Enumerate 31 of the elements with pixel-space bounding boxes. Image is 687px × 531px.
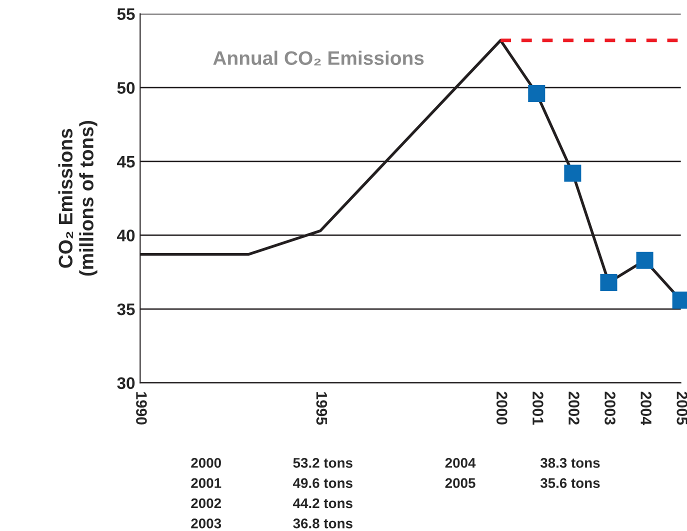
point bbox=[600, 274, 618, 291]
y-tick-label: 40 bbox=[117, 230, 135, 242]
x-tick-label: 2000 bbox=[496, 392, 508, 425]
text: 2001 bbox=[191, 478, 222, 488]
text: 35.6 tons bbox=[540, 478, 600, 488]
y-tick-label: 30 bbox=[117, 377, 135, 390]
text: 38.3 tons bbox=[540, 458, 600, 468]
x-tick-label: 1990 bbox=[136, 392, 147, 425]
text: 36.8 tons bbox=[293, 518, 352, 528]
text: 49.6 tons bbox=[293, 478, 352, 488]
text: 44.2 tons bbox=[293, 498, 352, 508]
x-tick-label: 2001 bbox=[532, 392, 544, 425]
point bbox=[528, 85, 546, 102]
text: Annual CO₂ Emissions bbox=[213, 50, 424, 66]
text: 2000 bbox=[191, 458, 221, 468]
x-tick-label: 1995 bbox=[316, 392, 328, 425]
x-tick-label: 2003 bbox=[604, 392, 616, 425]
text: 2005 bbox=[445, 478, 476, 488]
y-tick-label: 35 bbox=[117, 303, 135, 316]
y-tick-label: 50 bbox=[117, 82, 135, 94]
y-axis-title: CO₂ Emissions (millions of tons) bbox=[58, 120, 98, 276]
x-tick-label: 2002 bbox=[568, 392, 580, 425]
point bbox=[636, 252, 654, 269]
text: 2002 bbox=[191, 498, 221, 508]
y-tick-label: 45 bbox=[117, 156, 135, 168]
x-tick-label: 2004 bbox=[640, 392, 652, 426]
text: 2004 bbox=[445, 458, 476, 468]
text: 2003 bbox=[191, 518, 222, 528]
y-tick-label: 55 bbox=[117, 8, 135, 20]
point bbox=[564, 164, 582, 182]
text: 53.2 tons bbox=[293, 458, 352, 468]
